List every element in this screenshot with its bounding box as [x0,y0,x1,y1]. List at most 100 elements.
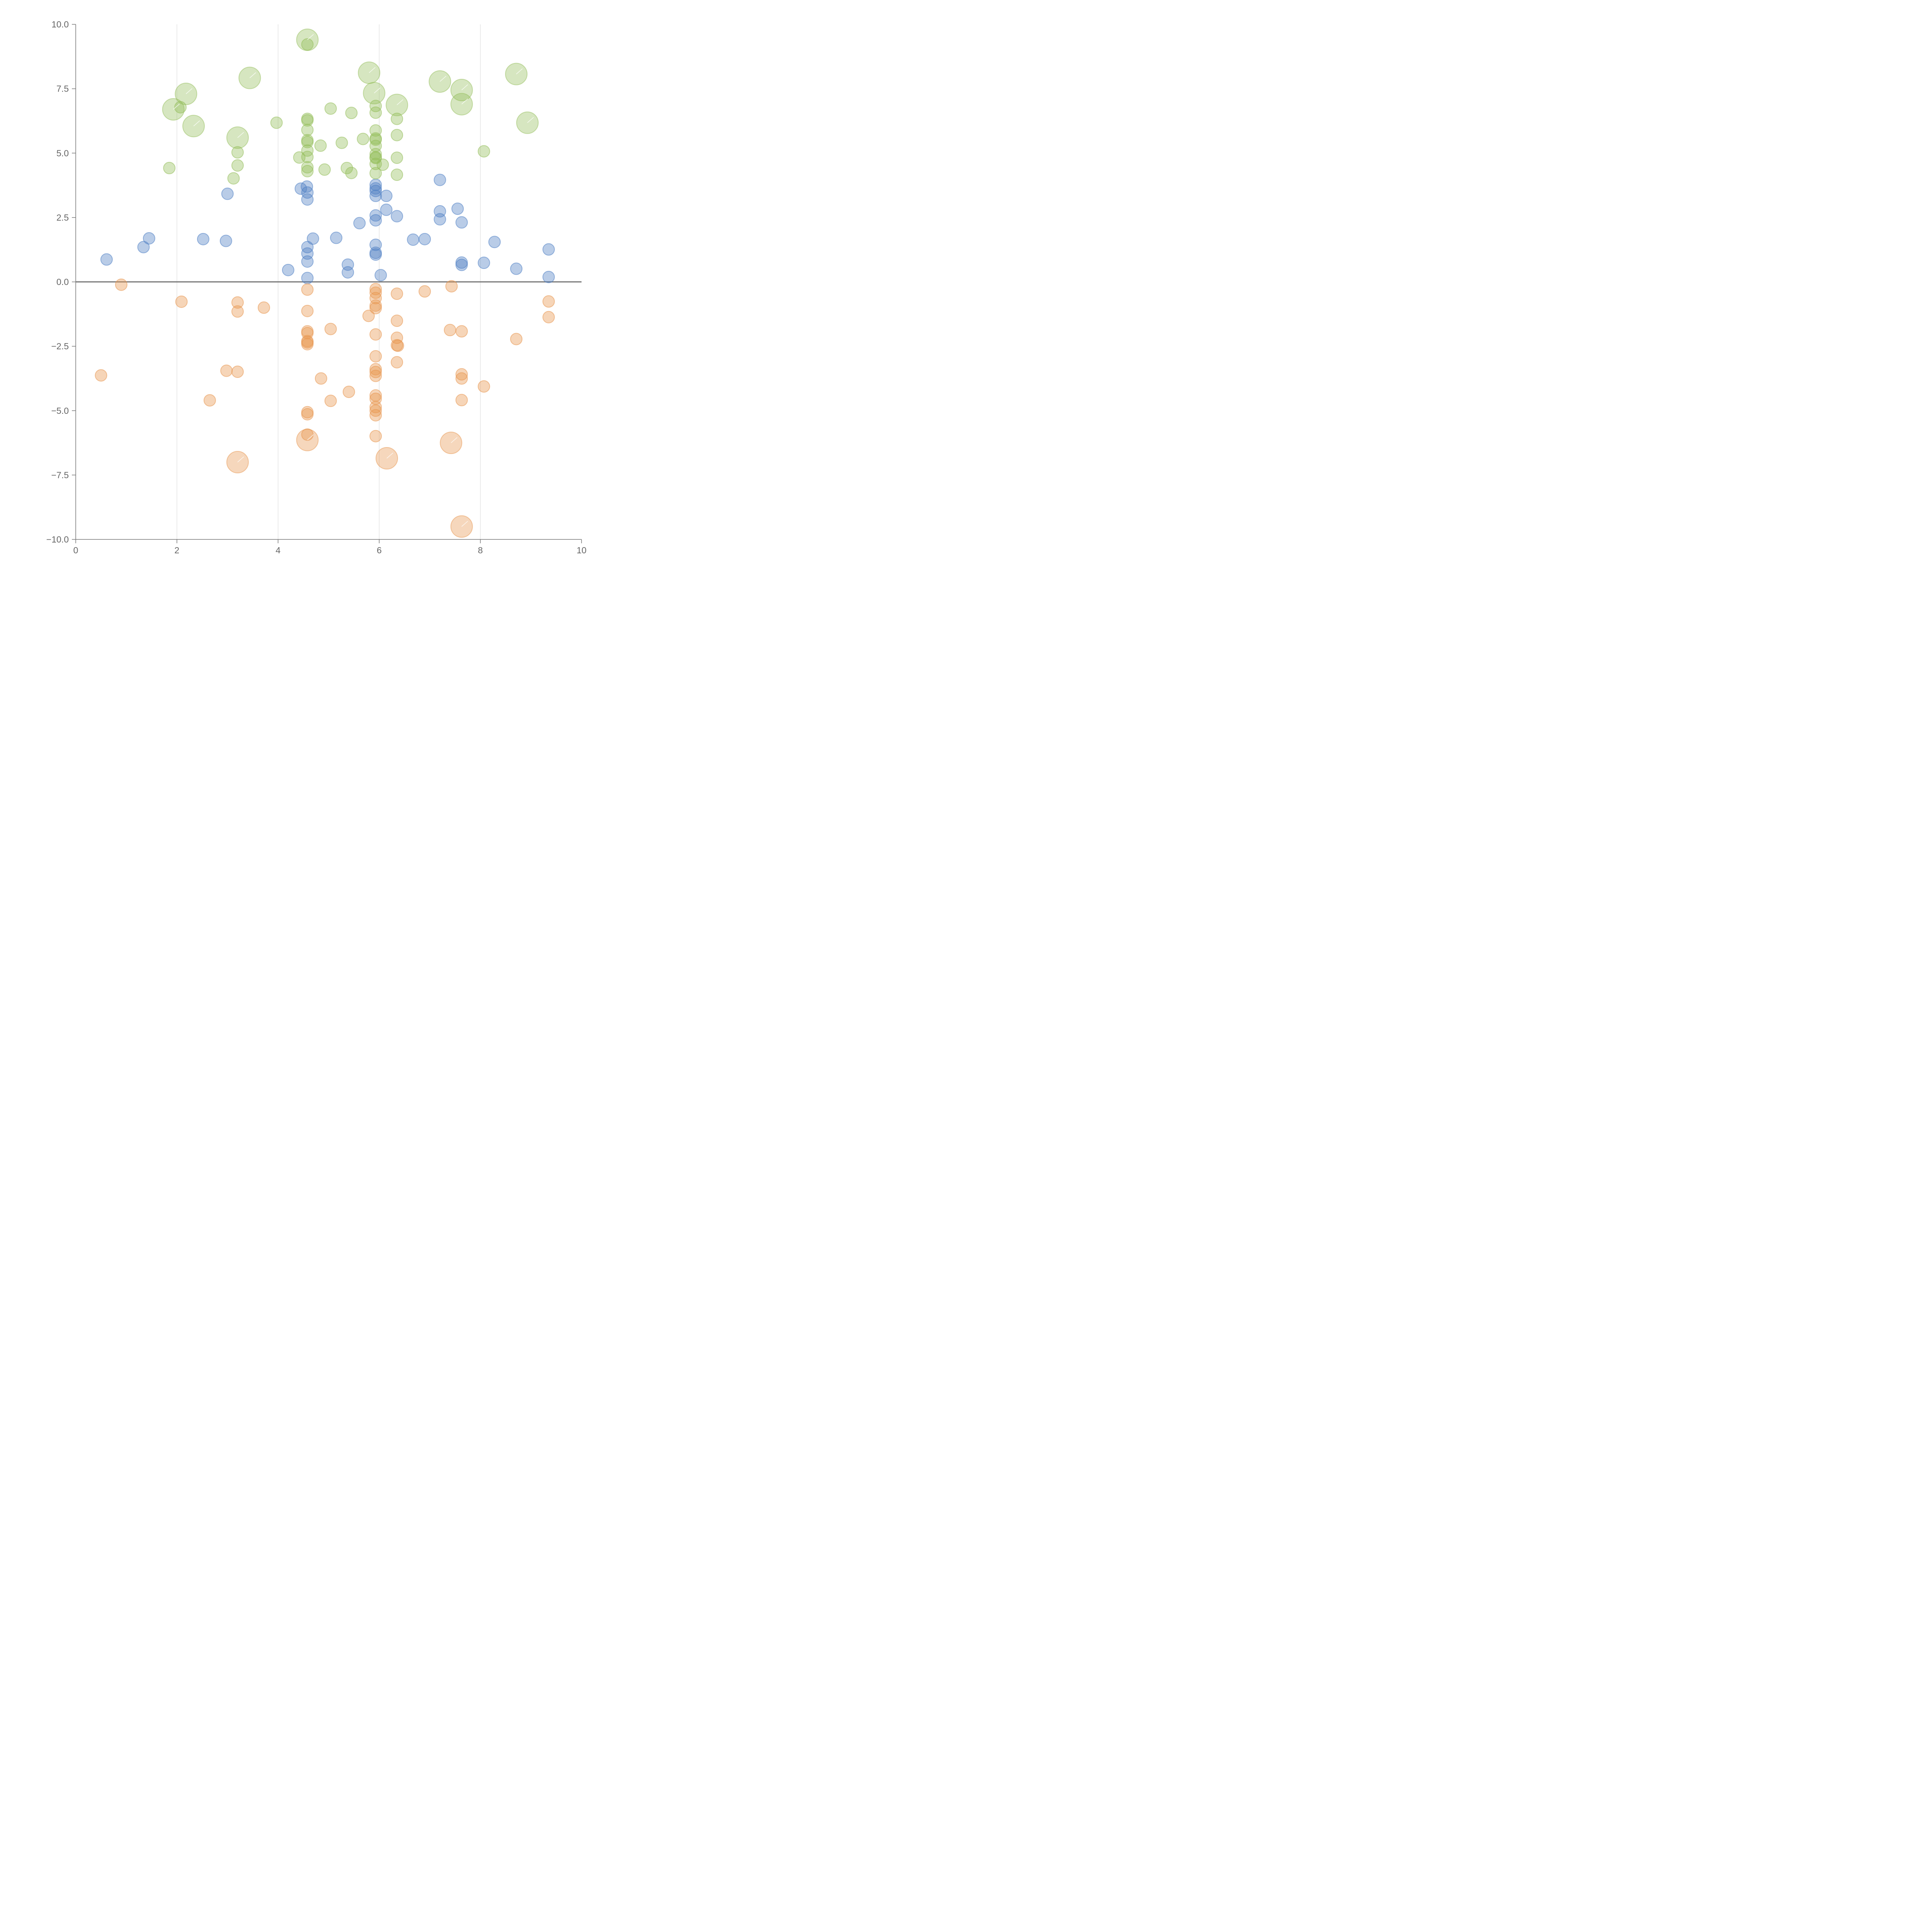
data-point [369,283,382,296]
data-point [369,302,382,315]
data-point [301,144,314,157]
data-point [301,161,314,173]
leader-line [396,99,403,105]
y-tick-label: −2.5 [51,341,69,351]
data-point [335,136,348,149]
data-point [369,350,382,363]
x-tick-label: 8 [478,545,483,555]
data-point [314,139,327,152]
data-point [301,272,314,284]
data-point [301,186,314,199]
data-point [301,336,314,349]
data-point [324,395,337,407]
leader-line [386,452,393,459]
data-point [318,163,331,176]
data-point [301,255,314,268]
y-tick-label: 5.0 [56,148,69,158]
leader-line [527,117,534,123]
data-point [203,394,216,407]
leader-line [307,434,314,440]
data-point [542,270,555,283]
data-point [380,189,393,202]
data-point [315,372,327,385]
data-point [369,182,382,195]
data-point [510,262,523,275]
data-point [227,172,240,185]
data-point [434,213,446,226]
data-point [418,233,431,245]
leader-line [185,88,192,94]
data-point [391,339,404,352]
data-point [380,203,393,216]
data-point [357,133,369,145]
leader-line [439,76,446,82]
data-point [391,287,403,300]
x-tick-label: 0 [73,545,78,555]
data-point [324,323,337,335]
data-point [353,217,366,230]
data-point [221,187,234,200]
leader-line [461,99,468,105]
data-point [478,145,490,158]
data-point [163,162,176,174]
data-point [342,266,354,279]
data-point [369,366,382,378]
scatter-chart: 0 2 4 6 8 10 10.0 7.5 5.0 2.5 0.0 −2.5 −5.0 −7.5 −10.0 [46,19,587,555]
data-point [220,364,233,377]
data-point [542,311,555,323]
x-tick-label: 10 [577,545,587,555]
y-tick-label: −5.0 [51,406,69,416]
data-point [301,151,314,163]
data-point [369,167,382,180]
leader-line [237,456,244,463]
x-tick-label: 4 [276,545,281,555]
data-point [231,159,244,172]
data-point [374,269,387,282]
y-tick-label: 10.0 [51,19,69,29]
data-point [434,173,446,186]
data-point [301,114,314,127]
data-point [301,165,314,177]
data-point [362,310,375,322]
leader-line [237,132,244,138]
data-point [444,324,456,337]
axes: 0 2 4 6 8 10 10.0 7.5 5.0 2.5 0.0 −2.5 −5.0 −7.5 −10.0 [46,19,587,555]
data-point [455,372,468,385]
data-point [231,366,244,378]
data-point [391,168,403,181]
data-point [391,112,403,125]
data-points [95,28,555,538]
data-point [369,404,382,417]
data-point [231,146,244,159]
data-point [369,189,382,202]
data-point [306,232,319,245]
data-point [369,328,382,341]
data-point [282,264,294,276]
data-point [115,278,128,291]
leader-line [461,84,468,90]
data-point [391,210,403,223]
data-point [342,386,355,398]
data-point [301,136,314,148]
x-tick-label: 2 [174,545,179,555]
data-point [407,233,420,246]
data-point [455,368,468,381]
data-point [369,292,382,304]
data-point [369,185,382,197]
leader-line [307,34,314,40]
data-point [175,295,188,308]
leader-line [369,67,376,73]
y-tick-label: 0.0 [56,277,69,287]
data-point [143,232,155,245]
data-point [478,380,490,393]
data-point [391,315,403,327]
data-point [137,241,150,253]
x-tick-label: 6 [377,545,382,555]
data-point [369,409,382,422]
data-point [324,102,337,115]
data-point [369,430,382,442]
data-point [391,332,403,344]
data-point [330,231,343,244]
y-tick-label: −7.5 [51,470,69,480]
data-point [369,106,382,119]
